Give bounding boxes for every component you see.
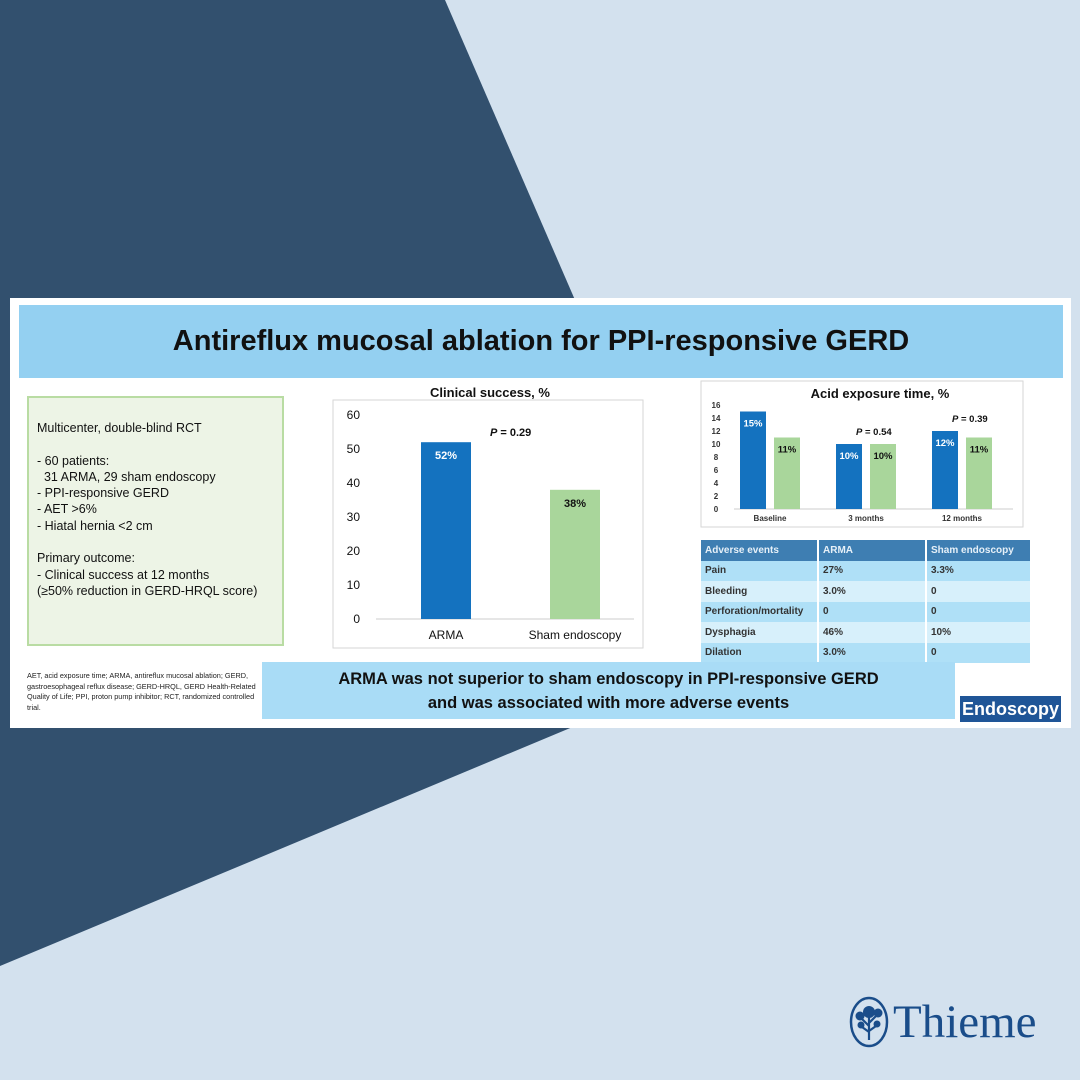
clinical-success-chart: Clinical success, % 0 10 20 30 40 50 60 52% ARMA 3… (332, 385, 644, 649)
study-design-line: - PPI-responsive GERD (37, 486, 169, 501)
study-design-line: - AET >6% (37, 502, 97, 517)
bar-data-label: 15% (743, 419, 763, 430)
table-cell: 3.0% (817, 642, 926, 663)
conclusion-line-1: ARMA was not superior to sham endoscopy … (338, 669, 879, 688)
y-tick-label: 30 (347, 510, 361, 524)
title-band: Antireflux mucosal ablation for PPI-resp… (19, 305, 1063, 378)
bar-arma (421, 442, 471, 619)
table-cell: Bleeding (701, 581, 818, 602)
tree-icon (849, 996, 889, 1048)
conclusion-box: ARMA was not superior to sham endoscopy … (262, 662, 955, 719)
adverse-events-table: Adverse events ARMA Sham endoscopy Pain 27%… (701, 540, 1030, 663)
y-tick-label: 6 (714, 466, 719, 475)
thieme-logo: Thieme (849, 995, 1037, 1049)
bar-data-label: 11% (778, 445, 797, 456)
x-category-label: 3 months (848, 514, 884, 523)
table-cell: Dysphagia (701, 622, 818, 643)
table-row: Dysphagia 46% 10% (701, 622, 1030, 643)
study-design-line: (≥50% reduction in GERD-HRQL score) (37, 583, 258, 598)
y-tick-label: 40 (347, 476, 361, 490)
bar-data-label: 12% (935, 438, 955, 449)
table-cell: Dilation (701, 642, 818, 663)
chart-frame (332, 399, 644, 649)
study-design-line: - Hiatal hernia <2 cm (37, 518, 153, 533)
p-value-annotation: P = 0.39 (952, 414, 988, 425)
acid-exposure-chart: Acid exposure time, % 0 2 4 6 8 10 12 14 16 15% 11%… (700, 380, 1024, 528)
bar-data-label: 10% (839, 451, 859, 462)
y-tick-label: 2 (714, 492, 719, 501)
bar-arma (932, 431, 958, 509)
study-design-spacer (37, 436, 282, 452)
y-tick-label: 0 (714, 505, 719, 514)
bar-data-label: 52% (435, 450, 457, 462)
bar-data-label: 10% (873, 451, 893, 462)
table-header-row: Adverse events ARMA Sham endoscopy (701, 540, 1030, 561)
table-cell: 0 (817, 601, 926, 622)
y-tick-label: 50 (347, 442, 361, 456)
table-cell: 3.3% (925, 560, 1030, 581)
table-cell: 0 (925, 642, 1030, 663)
x-category-label: ARMA (429, 628, 464, 642)
p-value-annotation: P = 0.54 (856, 427, 892, 438)
bar-arma (836, 444, 862, 509)
x-category-label: Sham endoscopy (529, 628, 622, 642)
table-cell: Pain (701, 560, 818, 581)
y-tick-label: 14 (712, 414, 721, 423)
table-row: Bleeding 3.0% 0 (701, 581, 1030, 602)
y-tick-label: 20 (347, 544, 361, 558)
bar-data-label: 38% (564, 498, 586, 510)
study-design-line: 31 ARMA, 29 sham endoscopy (37, 469, 216, 484)
chart-title: Clinical success, % (430, 385, 550, 400)
table-cell: 3.0% (817, 581, 926, 602)
x-category-label: Baseline (754, 514, 787, 523)
table-cell: Perforation/mortality (701, 601, 818, 622)
y-tick-label: 12 (712, 427, 721, 436)
table-cell: 0 (925, 581, 1030, 602)
chart-frame (700, 380, 1024, 528)
table-cell: 10% (925, 622, 1030, 643)
y-tick-label: 10 (712, 440, 721, 449)
chart-title: Acid exposure time, % (811, 386, 950, 401)
table-header-cell: Sham endoscopy (925, 540, 1030, 561)
y-tick-label: 4 (714, 479, 719, 488)
y-tick-label: 60 (347, 408, 361, 422)
x-category-label: 12 months (942, 514, 983, 523)
y-tick-label: 16 (712, 401, 721, 410)
study-design-line: - 60 patients: (37, 453, 110, 468)
table-cell: 46% (817, 622, 926, 643)
table-header-cell: Adverse events (701, 540, 818, 561)
y-tick-label: 8 (714, 453, 719, 462)
table-header-cell: ARMA (817, 540, 926, 561)
page-title: Antireflux mucosal ablation for PPI-resp… (172, 325, 910, 357)
p-value-annotation: P = 0.29 (490, 427, 531, 439)
infographic-card: Antireflux mucosal ablation for PPI-resp… (10, 298, 1071, 728)
study-design-line: Multicenter, double-blind RCT (37, 421, 202, 435)
table-row: Dilation 3.0% 0 (701, 642, 1030, 663)
abbreviations-footnote: AET, acid exposure time; ARMA, antireflu… (27, 671, 256, 712)
bar-sham (550, 489, 600, 619)
bar-sham (966, 437, 992, 509)
table-row: Pain 27% 3.3% (701, 560, 1030, 581)
publisher-name: Thieme (893, 996, 1037, 1048)
bar-sham (774, 437, 800, 509)
y-tick-label: 0 (353, 612, 360, 626)
table-cell: 0 (925, 601, 1030, 622)
study-design-line: Primary outcome: (37, 551, 135, 566)
bar-arma (740, 411, 766, 509)
study-design-line: - Clinical success at 12 months (37, 567, 210, 582)
conclusion-line-2: and was associated with more adverse eve… (427, 693, 790, 712)
bar-sham (870, 444, 896, 509)
bar-data-label: 11% (970, 445, 989, 456)
y-tick-label: 10 (347, 578, 361, 592)
table-row: Perforation/mortality 0 0 (701, 601, 1030, 622)
table-cell: 27% (817, 560, 926, 581)
study-design-spacer (37, 534, 282, 550)
study-design-box: Multicenter, double-blind RCT - 60 patien… (27, 396, 284, 646)
endoscopy-journal-logo: Endoscopy (960, 696, 1061, 722)
